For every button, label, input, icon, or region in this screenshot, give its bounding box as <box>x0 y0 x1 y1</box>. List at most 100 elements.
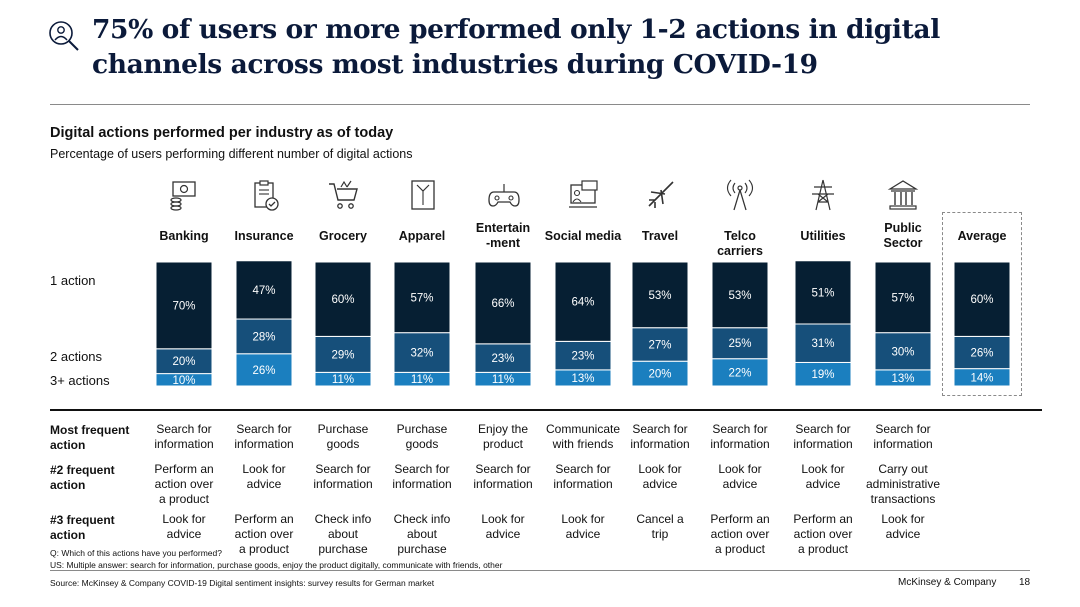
average-highlight-box <box>942 212 1022 396</box>
action-cell: Search for information <box>392 462 452 491</box>
gamepad-icon <box>488 184 520 207</box>
action-cell: Carry out administrative transactions <box>865 462 941 506</box>
action-cell: Search for information <box>473 462 533 491</box>
bar-label-2-series-0: 11% <box>332 374 354 386</box>
bar-2-series-2 <box>314 261 372 337</box>
bar-9-series-1 <box>874 332 932 371</box>
category-label-4: Entertain -ment <box>475 221 531 250</box>
action-row-label-0: Most frequent action <box>50 423 130 452</box>
action-cell: Look for advice <box>881 512 925 541</box>
action-cell: Perform an action over a product <box>234 512 294 556</box>
action-cell: Search for information <box>793 422 853 451</box>
bar-label-0-series-0: 10% <box>172 375 195 387</box>
title-divider <box>50 104 1030 105</box>
bar-4-series-2 <box>474 261 532 345</box>
bar-label-0-series-2: 70% <box>172 300 195 312</box>
action-cell: Look for advice <box>481 512 525 541</box>
bar-3-series-2 <box>393 261 451 334</box>
brand-name: McKinsey & Company <box>898 577 997 588</box>
bar-label-5-series-2: 64% <box>571 297 594 309</box>
category-label-6: Travel <box>641 229 679 243</box>
bar-label-5-series-1: 23% <box>571 351 594 363</box>
bar-label-2-series-1: 29% <box>331 349 354 361</box>
social-media-icon <box>569 180 598 208</box>
series-label-2: 1 action <box>50 273 96 288</box>
category-label-2: Grocery <box>319 229 367 243</box>
bar-0-series-2 <box>155 261 213 350</box>
bar-label-6-series-0: 20% <box>648 369 671 381</box>
bar-label-7-series-1: 25% <box>728 338 751 350</box>
action-cell: Perform an action over a product <box>710 512 770 556</box>
action-cell: Search for information <box>873 422 933 451</box>
category-label-9: Public Sector <box>883 221 923 250</box>
antenna-tower-icon <box>726 179 754 211</box>
category-label-0: Banking <box>159 229 209 243</box>
action-cell: Perform an action over a product <box>154 462 214 506</box>
action-cell: Perform an action over a product <box>793 512 853 556</box>
bar-6-series-1 <box>631 327 689 362</box>
bar-label-0-series-1: 20% <box>172 356 195 368</box>
action-cell: Search for information <box>710 422 770 451</box>
category-label-8: Utilities <box>800 229 846 243</box>
action-cell: Look for advice <box>638 462 682 491</box>
series-label-0: 3+ actions <box>50 373 110 388</box>
action-cell: Purchase goods <box>396 422 448 451</box>
bar-3-series-1 <box>393 332 451 373</box>
chart-subtitle: Percentage of users performing different… <box>50 147 413 161</box>
action-cell: Search for information <box>313 462 373 491</box>
bar-10-series-1 <box>953 335 1011 370</box>
bar-8-series-2 <box>794 260 852 325</box>
bar-label-10-series-0: 14% <box>970 372 993 384</box>
bar-2-series-1 <box>314 335 372 373</box>
bar-label-1-series-1: 28% <box>252 331 275 343</box>
bar-label-7-series-0: 22% <box>728 367 751 379</box>
action-row-label-1: #2 frequent action <box>50 463 115 492</box>
footer-divider <box>50 570 1030 571</box>
action-cell: Look for advice <box>162 512 206 541</box>
bar-1-series-0 <box>235 353 293 387</box>
action-cell: Search for information <box>154 422 214 451</box>
footnote-question: Q: Which of this actions have you perfor… <box>50 548 222 558</box>
bar-label-10-series-1: 26% <box>970 348 993 360</box>
action-cell: Cancel a trip <box>636 512 684 541</box>
action-cell: Look for advice <box>718 462 762 491</box>
action-cell: Look for advice <box>801 462 845 491</box>
action-cell: Communicate with friends <box>545 422 621 451</box>
bar-label-3-series-2: 57% <box>410 292 433 304</box>
bar-label-4-series-0: 11% <box>492 374 514 386</box>
category-label-5: Social media <box>544 229 622 243</box>
bar-label-6-series-1: 27% <box>648 339 671 351</box>
bar-label-7-series-2: 53% <box>728 290 751 302</box>
action-row-label-2: #3 frequent action <box>50 513 115 542</box>
action-cell: Purchase goods <box>317 422 369 451</box>
bar-label-9-series-2: 57% <box>891 292 914 304</box>
bar-label-4-series-1: 23% <box>491 353 514 365</box>
bar-7-series-1 <box>711 327 769 360</box>
bar-10-series-2 <box>953 261 1011 337</box>
bar-label-10-series-2: 60% <box>970 294 993 306</box>
bar-label-1-series-0: 26% <box>252 365 275 377</box>
category-label-1: Insurance <box>234 229 294 243</box>
bar-label-3-series-0: 11% <box>411 374 433 386</box>
series-label-1: 2 actions <box>50 349 103 364</box>
airplane-icon <box>648 181 674 208</box>
bar-5-series-2 <box>554 261 612 342</box>
action-cell: Look for advice <box>242 462 286 491</box>
bar-label-6-series-2: 53% <box>648 290 671 302</box>
bar-label-8-series-1: 31% <box>811 338 834 350</box>
bar-1-series-1 <box>235 318 293 355</box>
action-cell: Enjoy the product <box>477 422 529 451</box>
category-label-3: Apparel <box>398 229 446 243</box>
bar-1-series-2 <box>235 260 293 320</box>
bar-label-9-series-0: 13% <box>891 373 914 385</box>
action-cell: Search for information <box>553 462 613 491</box>
action-cell: Check info about purchase <box>393 512 451 556</box>
bar-label-1-series-2: 47% <box>252 285 275 297</box>
action-cell: Search for information <box>234 422 294 451</box>
bar-label-8-series-0: 19% <box>811 369 834 381</box>
bar-label-9-series-1: 30% <box>891 346 914 358</box>
bar-7-series-2 <box>711 261 769 329</box>
bar-label-2-series-2: 60% <box>331 294 354 306</box>
bar-label-8-series-2: 51% <box>811 287 834 299</box>
